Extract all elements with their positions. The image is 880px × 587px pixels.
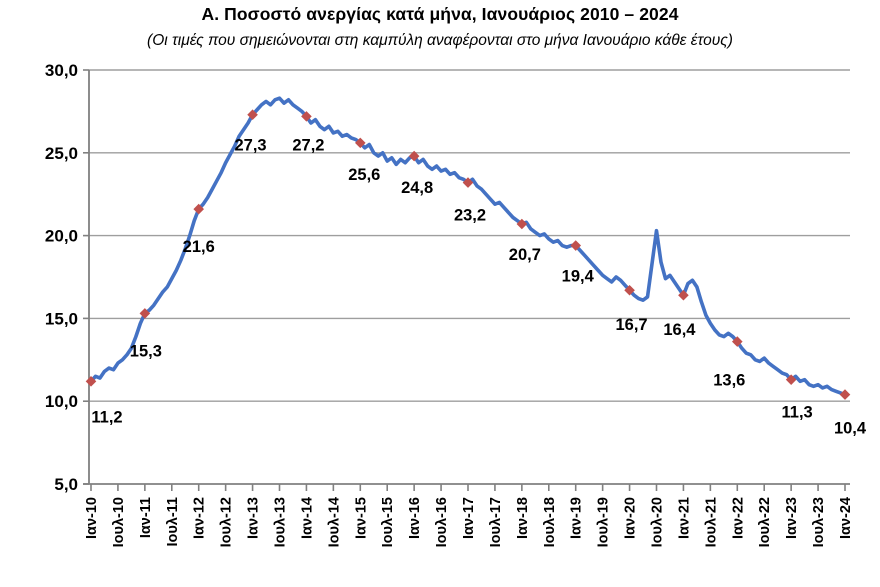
data-point-marker <box>139 308 151 319</box>
data-point-label: 27,3 <box>235 137 267 155</box>
x-tick-label: Ιουλ-15 <box>380 497 396 547</box>
x-tick-label: Ιουλ-17 <box>488 497 504 547</box>
data-point-marker <box>624 284 635 296</box>
x-tick-label: Ιαν-18 <box>515 497 531 539</box>
data-point-label: 27,2 <box>292 136 324 154</box>
y-axis-labels: 30,0 25,0 20,0 15,0 10,0 5,0 <box>45 61 78 494</box>
x-tick-label: Ιουλ-23 <box>811 497 827 547</box>
y-tick-label: 25,0 <box>45 144 78 163</box>
x-axis-labels: Ιαν-10 Ιουλ-10 Ιαν-11 Ιουλ-11 Ιαν-12 Ιουλ-12 Ι… <box>84 484 854 547</box>
x-tick-label: Ιουλ-20 <box>650 497 666 547</box>
data-point-marker <box>678 289 689 301</box>
data-point-marker <box>408 150 420 162</box>
chart-title: Α. Ποσοστό ανεργίας κατά μήνα, Ιανουάριο… <box>201 4 679 24</box>
data-point-marker <box>85 376 97 387</box>
x-tick-label: Ιουλ-18 <box>542 497 558 547</box>
y-tick-label: 30,0 <box>45 61 78 80</box>
x-tick-label: Ιουλ-16 <box>434 497 450 547</box>
data-point-label: 15,3 <box>130 342 162 360</box>
x-tick-label: Ιαν-16 <box>407 497 423 539</box>
x-tick-label: Ιουλ-19 <box>596 497 612 547</box>
y-tick-label: 5,0 <box>54 475 78 494</box>
x-tick-label: Ιουλ-12 <box>219 497 235 547</box>
data-point-label: 16,4 <box>663 321 696 339</box>
data-point-label: 11,2 <box>91 408 122 426</box>
x-tick-label: Ιαν-12 <box>192 497 208 539</box>
data-point-marker <box>193 203 205 215</box>
data-point-label: 21,6 <box>183 238 215 256</box>
x-tick-label: Ιαν-14 <box>299 497 315 539</box>
x-tick-label: Ιαν-13 <box>246 497 262 539</box>
x-tick-label: Ιαν-19 <box>569 497 585 539</box>
data-point-label: 23,2 <box>454 207 486 225</box>
data-point-marker <box>731 336 743 347</box>
x-tick-label: Ιαν-22 <box>730 497 746 539</box>
data-point-label: 25,6 <box>348 166 380 184</box>
x-tick-label: Ιαν-15 <box>353 497 369 539</box>
x-tick-label: Ιουλ-13 <box>273 497 289 547</box>
x-tick-label: Ιουλ-22 <box>757 497 773 547</box>
x-tick-label: Ιουλ-21 <box>703 497 719 547</box>
data-labels: 11,2 15,3 21,6 27,3 27,2 25,6 24,8 23,2 20,7 19,4… <box>91 136 866 437</box>
data-point-marker <box>570 240 582 251</box>
data-point-label: 24,8 <box>401 179 433 197</box>
data-point-marker <box>301 111 312 122</box>
january-markers <box>85 109 851 400</box>
data-point-marker <box>785 374 797 385</box>
x-tick-label: Ιουλ-11 <box>165 497 181 547</box>
data-point-marker <box>516 218 528 230</box>
data-point-label: 20,7 <box>509 246 541 264</box>
chart-subtitle: (Οι τιμές που σημειώνονται στη καμπύλη α… <box>147 32 733 49</box>
data-point-label: 16,7 <box>616 316 648 334</box>
data-point-label: 11,3 <box>782 404 813 422</box>
y-tick-label: 10,0 <box>45 392 78 411</box>
data-point-label: 19,4 <box>562 268 595 286</box>
x-tick-label: Ιαν-20 <box>623 497 639 539</box>
data-point-marker <box>247 109 258 121</box>
y-tick-label: 15,0 <box>45 309 78 328</box>
x-tick-label: Ιαν-11 <box>138 497 154 538</box>
x-tick-label: Ιαν-23 <box>784 497 800 539</box>
data-point-label: 13,6 <box>713 372 745 390</box>
data-point-label: 10,4 <box>834 420 867 438</box>
x-tick-label: Ιουλ-10 <box>111 497 127 547</box>
data-point-marker <box>462 177 474 188</box>
x-tick-label: Ιαν-10 <box>84 497 100 539</box>
x-tick-label: Ιαν-17 <box>461 497 477 539</box>
x-tick-label: Ιουλ-14 <box>326 497 342 547</box>
x-tick-label: Ιαν-21 <box>676 497 692 539</box>
gridlines <box>83 69 850 485</box>
y-tick-label: 20,0 <box>45 227 78 246</box>
x-tick-label: Ιαν-24 <box>838 497 854 539</box>
data-point-marker <box>839 389 851 400</box>
